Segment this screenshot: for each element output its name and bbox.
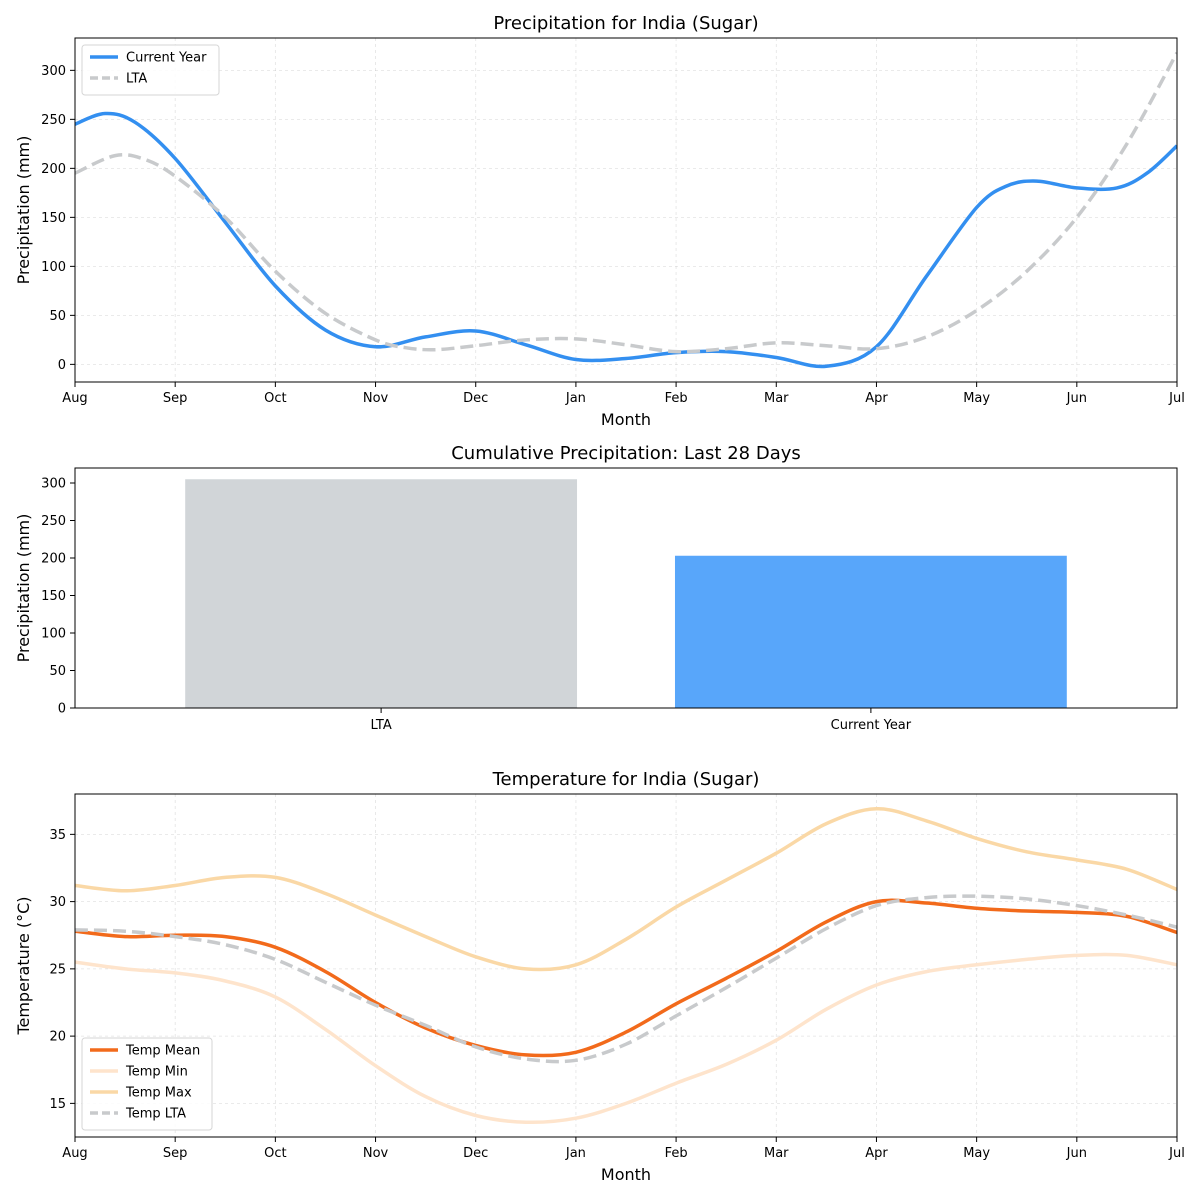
chart-0: Aug Sep Oct Nov Dec Jan Feb Mar Apr May Jun Jul 0 50 1… <box>14 13 1185 429</box>
chart-2: Aug Sep Oct Nov Dec Jan Feb Mar Apr May Jun Jul 15 20… <box>14 769 1185 1184</box>
y-tick-label: 250 <box>41 113 66 128</box>
y-tick-label: 150 <box>41 589 66 604</box>
legend-label: Temp Max <box>125 1086 192 1101</box>
bar-current-year <box>674 555 1067 708</box>
y-tick-label: 100 <box>41 627 66 642</box>
bar-lta <box>185 479 578 708</box>
x-tick-label: Oct <box>264 1146 286 1161</box>
y-tick-label: 250 <box>41 514 66 529</box>
y-axis-label: Precipitation (mm) <box>14 514 33 663</box>
y-tick-label: 300 <box>41 477 66 492</box>
y-tick-label: 150 <box>41 211 66 226</box>
x-tick-label: Mar <box>764 1146 789 1161</box>
y-tick-label: 30 <box>49 895 66 910</box>
legend-label: Temp Mean <box>125 1044 200 1059</box>
x-tick-label: Feb <box>665 1146 688 1161</box>
y-tick-label: 100 <box>41 260 66 275</box>
y-tick-label: 35 <box>49 828 66 843</box>
y-axis-label: Precipitation (mm) <box>14 136 33 285</box>
y-tick-label: 25 <box>49 962 66 977</box>
x-tick-label: Aug <box>62 1146 87 1161</box>
legend-label: Temp LTA <box>125 1107 186 1122</box>
x-tick-label: Current Year <box>831 718 912 733</box>
x-tick-label: Dec <box>463 391 488 406</box>
y-tick-label: 200 <box>41 552 66 567</box>
x-tick-label: Sep <box>163 1146 188 1161</box>
legend-label: Temp Min <box>125 1065 188 1080</box>
x-tick-label: Apr <box>865 1146 888 1161</box>
x-tick-label: Nov <box>363 1146 389 1161</box>
series-line-temp-lta <box>75 894 1177 1064</box>
series-line-temp-mean <box>75 898 1177 1058</box>
x-tick-label: Jul <box>1168 1146 1185 1161</box>
chart-title: Cumulative Precipitation: Last 28 Days <box>451 443 801 464</box>
y-tick-label: 0 <box>58 358 66 373</box>
series-line-temp-min <box>75 952 1177 1125</box>
x-axis-label: Month <box>601 410 651 429</box>
x-tick-label: Jul <box>1168 391 1185 406</box>
x-tick-label: LTA <box>370 718 391 733</box>
y-axis-label: Temperature (°C) <box>14 896 33 1035</box>
legend-label: Current Year <box>126 51 207 66</box>
x-tick-label: Dec <box>463 1146 488 1161</box>
legend-box <box>81 1037 213 1131</box>
y-tick-label: 300 <box>41 64 66 79</box>
x-tick-label: May <box>963 1146 990 1161</box>
x-tick-label: May <box>963 391 990 406</box>
plot-frame <box>74 793 1178 1138</box>
x-tick-label: Sep <box>163 391 188 406</box>
x-tick-label: Apr <box>865 391 888 406</box>
plot-frame <box>74 37 1178 383</box>
x-tick-label: Nov <box>363 391 389 406</box>
x-tick-label: Jan <box>565 391 586 406</box>
y-tick-label: 15 <box>49 1097 66 1112</box>
series-line-temp-max <box>75 807 1177 972</box>
y-tick-label: 50 <box>49 309 66 324</box>
x-tick-label: Jun <box>1066 391 1087 406</box>
chart-1: LTA Current Year 0 50 100 150 200 250 300 Cumulat… <box>14 443 1178 733</box>
x-tick-label: Aug <box>62 391 87 406</box>
y-tick-label: 20 <box>49 1030 66 1045</box>
y-tick-label: 0 <box>58 702 66 717</box>
x-axis-label: Month <box>601 1165 651 1184</box>
x-tick-label: Oct <box>264 391 286 406</box>
x-tick-label: Jan <box>565 1146 586 1161</box>
legend-label: LTA <box>126 72 147 87</box>
y-tick-label: 50 <box>49 664 66 679</box>
series-group <box>75 51 1177 369</box>
x-tick-label: Jun <box>1066 1146 1087 1161</box>
grid-lines <box>74 794 1178 1137</box>
x-tick-label: Feb <box>665 391 688 406</box>
series-line-current-year <box>75 111 1177 369</box>
series-group <box>75 807 1177 1125</box>
grid-lines <box>74 38 1178 382</box>
y-tick-label: 200 <box>41 162 66 177</box>
x-tick-label: Mar <box>764 391 789 406</box>
chart-title: Precipitation for India (Sugar) <box>493 13 758 34</box>
legend: Temp Mean Temp Min Temp Max Temp LTA <box>81 1037 213 1131</box>
legend: Current Year LTA <box>81 44 220 96</box>
plot-frame <box>74 467 1178 709</box>
chart-title: Temperature for India (Sugar) <box>492 769 760 790</box>
series-line-lta <box>75 51 1177 354</box>
